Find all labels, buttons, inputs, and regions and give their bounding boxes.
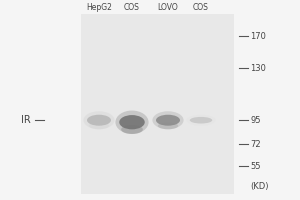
- Ellipse shape: [83, 111, 115, 129]
- Bar: [85, 14, 112, 194]
- Text: IR: IR: [21, 115, 30, 125]
- Bar: [154, 14, 182, 194]
- Ellipse shape: [116, 111, 148, 134]
- Text: 55: 55: [250, 162, 261, 171]
- Ellipse shape: [119, 115, 145, 129]
- Ellipse shape: [89, 122, 109, 129]
- Text: COS: COS: [124, 3, 140, 12]
- Text: 72: 72: [250, 140, 261, 149]
- Text: (KD): (KD): [250, 182, 269, 191]
- Text: LOVO: LOVO: [158, 3, 178, 12]
- Ellipse shape: [121, 125, 143, 134]
- Bar: [188, 14, 214, 194]
- Ellipse shape: [190, 117, 212, 124]
- Text: HepG2: HepG2: [86, 3, 112, 12]
- Bar: [81, 14, 234, 194]
- Text: 95: 95: [250, 116, 261, 125]
- Ellipse shape: [191, 121, 211, 126]
- Bar: [118, 14, 146, 194]
- Ellipse shape: [158, 122, 178, 129]
- Ellipse shape: [87, 115, 111, 126]
- Ellipse shape: [152, 111, 184, 129]
- Ellipse shape: [156, 115, 180, 126]
- Text: 170: 170: [250, 32, 266, 41]
- Ellipse shape: [186, 115, 216, 126]
- Text: COS: COS: [193, 3, 209, 12]
- Text: 130: 130: [250, 64, 266, 73]
